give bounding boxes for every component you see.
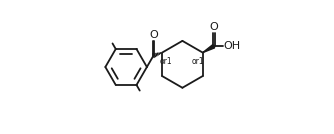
Text: or1: or1 — [160, 57, 172, 66]
Polygon shape — [203, 45, 215, 53]
Text: O: O — [209, 22, 218, 32]
Text: or1: or1 — [192, 57, 205, 66]
Text: O: O — [149, 30, 158, 40]
Text: OH: OH — [223, 41, 241, 51]
